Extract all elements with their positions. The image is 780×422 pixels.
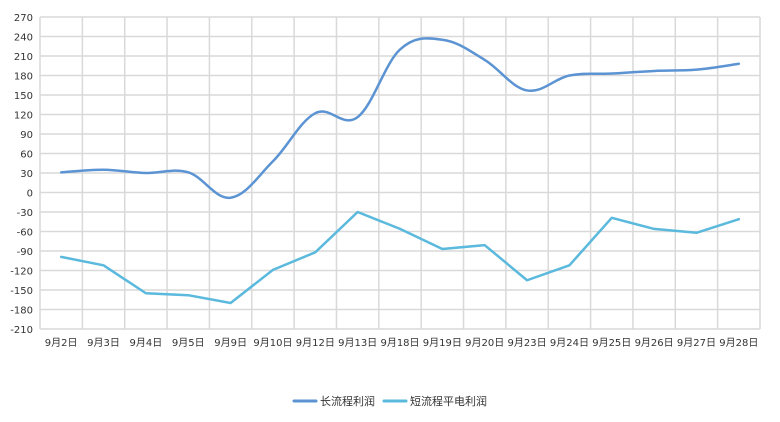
y-tick-label: 150 — [14, 91, 33, 102]
legend-item-short-process[interactable]: 短流程平电利润 — [382, 394, 487, 408]
y-tick-label: -60 — [17, 228, 33, 239]
x-tick-label: 9月26日 — [635, 337, 674, 349]
series-lines — [59, 37, 741, 305]
x-axis-ticks: 9月2日 9月3日 9月4日 9月5日 9月9日 9月10日 9月12日 9月13日 9月18日… — [45, 337, 759, 349]
legend-item-long-process[interactable]: 长流程利润 — [292, 394, 375, 408]
y-tick-label: 60 — [20, 150, 33, 161]
x-tick-label: 9月2日 — [45, 337, 78, 349]
x-tick-label: 9月18日 — [380, 337, 419, 349]
x-tick-label: 9月10日 — [253, 337, 292, 349]
series-line-short-process[interactable] — [59, 210, 741, 305]
y-tick-label: -180 — [10, 306, 33, 317]
y-tick-label: -210 — [10, 325, 33, 336]
x-tick-label: 9月24日 — [550, 337, 589, 349]
y-tick-label: 30 — [20, 169, 33, 180]
y-axis-ticks: 270 240 210 180 150 120 90 60 30 0 -30 -60 -90 -120 -1… — [10, 13, 33, 336]
x-tick-label: 9月19日 — [423, 337, 462, 349]
y-tick-label: -30 — [17, 208, 33, 219]
series-line-long-process[interactable] — [59, 37, 741, 199]
y-tick-label: 120 — [14, 111, 33, 122]
y-tick-label: 90 — [20, 130, 33, 141]
x-tick-label: 9月12日 — [296, 337, 335, 349]
y-tick-label: -120 — [10, 267, 33, 278]
x-tick-label: 9月3日 — [87, 337, 120, 349]
x-tick-label: 9月20日 — [465, 337, 504, 349]
x-tick-label: 9月25日 — [592, 337, 631, 349]
legend: 长流程利润 短流程平电利润 — [292, 394, 487, 408]
y-tick-label: 180 — [14, 72, 33, 83]
y-tick-label: 240 — [14, 33, 33, 44]
legend-label: 短流程平电利润 — [410, 394, 487, 408]
y-tick-label: -150 — [10, 286, 33, 297]
y-tick-label: 210 — [14, 52, 33, 63]
x-tick-label: 9月28日 — [719, 337, 758, 349]
x-tick-label: 9月9日 — [214, 337, 247, 349]
x-tick-label: 9月5日 — [172, 337, 205, 349]
legend-label: 长流程利润 — [320, 394, 375, 408]
x-tick-label: 9月23日 — [508, 337, 547, 349]
y-tick-label: 270 — [14, 13, 33, 24]
x-tick-label: 9月4日 — [130, 337, 163, 349]
y-tick-label: 0 — [27, 189, 33, 200]
y-tick-label: -90 — [17, 247, 33, 258]
x-tick-label: 9月27日 — [677, 337, 716, 349]
x-tick-label: 9月13日 — [338, 337, 377, 349]
grid — [39, 16, 761, 330]
